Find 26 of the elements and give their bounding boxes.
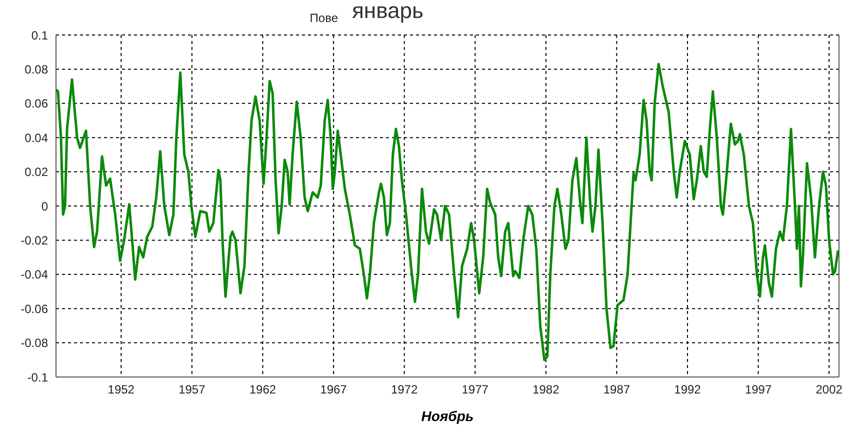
x-axis-title: Ноябрь [421, 408, 474, 424]
y-tick-label: -0.06 [20, 302, 48, 316]
y-tick-label: -0.1 [27, 370, 48, 384]
chart-title: Пове [308, 11, 338, 25]
y-tick-label: -0.02 [20, 233, 48, 248]
line-series [56, 62, 839, 362]
x-tick-label: 1977 [462, 382, 489, 397]
y-tick-label: 0.08 [24, 62, 48, 76]
x-tick-label: 1987 [603, 382, 630, 397]
y-tick-label: 0.02 [24, 165, 48, 180]
y-tick-label: -0.04 [20, 268, 48, 282]
x-tick-label: 1997 [744, 382, 772, 397]
chart-subtitle: январь [346, 0, 430, 24]
y-tick-label: 0.1 [31, 28, 48, 42]
y-tick-label: 0.04 [24, 130, 48, 145]
x-tick-label: 1962 [249, 382, 276, 397]
y-tick-label: 0 [41, 199, 48, 214]
x-tick-label: 1957 [178, 382, 206, 397]
y-tick-label: 0.06 [24, 96, 48, 111]
x-tick-label: 1992 [674, 382, 702, 397]
x-tick-label: 1952 [108, 382, 135, 397]
y-tick-label: -0.08 [20, 336, 48, 350]
x-tick-label: 1982 [532, 382, 560, 397]
x-tick-label: 1972 [390, 382, 418, 397]
x-tick-label: 2002 [816, 382, 843, 397]
x-tick-label: 1967 [320, 382, 348, 397]
